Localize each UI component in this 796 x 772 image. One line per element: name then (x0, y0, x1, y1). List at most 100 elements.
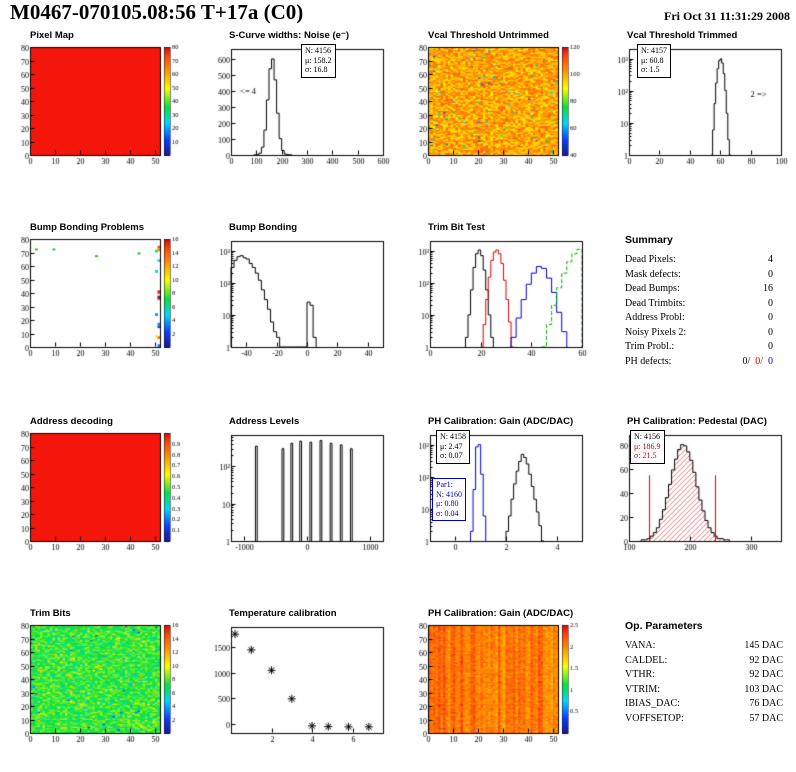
panel-op-parameters: Op. Parameters VANA: 145 DAC CALDEL: 92 DA… (603, 608, 796, 764)
vcal-trimmed-chart (603, 41, 795, 181)
panel-title-trim-bit-test: Trim Bit Test (428, 222, 485, 233)
panel-vcal-trimmed: Vcal Threshold Trimmed N: 4157 μ: 60.8 σ… (603, 30, 796, 186)
row-value: 0 (768, 326, 773, 338)
stat-n: N: 4160 (436, 489, 462, 499)
op-parameter-row: CALDEL: 92 DAC (625, 654, 783, 669)
op-parameters-rows: VANA: 145 DAC CALDEL: 92 DAC VTHR: 92 DAC V… (625, 639, 796, 726)
panel-address-levels: Address Levels (205, 416, 399, 572)
row-value: 145 DAC (744, 640, 783, 651)
panel-scurve-noise: S-Curve widths: Noise (e⁻) N: 4156 μ: 15… (205, 30, 399, 186)
stats-box-scurve: N: 4156 μ: 158.2 σ: 16.8 (301, 44, 336, 78)
summary-title: Summary (625, 234, 673, 246)
panel-title-temperature-calibration: Temperature calibration (229, 608, 337, 619)
row-label: Address Probl: (625, 312, 685, 323)
row-value: 16 (763, 283, 773, 294)
temperature-calibration-chart (205, 619, 397, 759)
stats-box-ph-gain-par1: Par1: N: 4160 μ: 0.80 σ: 0.04 (432, 478, 466, 521)
panel-trim-bit-test: Trim Bit Test (404, 222, 598, 378)
row-label: Dead Bumps: (625, 283, 680, 294)
stat-n: N: 4156 (634, 432, 660, 441)
row-value: 0 (768, 341, 773, 352)
panel-title-scurve-noise: S-Curve widths: Noise (e⁻) (229, 30, 350, 41)
panel-bump-bonding: Bump Bonding (205, 222, 399, 378)
panel-title-ph-gain: PH Calibration: Gain (ADC/DAC) (428, 416, 574, 427)
panel-title-address-levels: Address Levels (229, 416, 300, 427)
op-parameter-row: IBIAS_DAC: 76 DAC (625, 697, 783, 712)
summary-row: Address Probl: 0 (625, 311, 773, 326)
row-value: 4 (768, 254, 773, 265)
summary-row: Trim Probl.: 0 (625, 340, 773, 355)
summary-row: Noisy Pixels 2: 0 (625, 326, 773, 341)
stat-mu: μ: 186.9 (634, 441, 661, 451)
row-value: 57 DAC (749, 712, 783, 724)
address-levels-chart (205, 427, 397, 567)
row-value: 92 DAC (749, 654, 783, 666)
ph-defect-1: 0/ (755, 355, 763, 367)
row-label: VANA: (625, 640, 656, 651)
op-parameter-row: VTHR: 92 DAC (625, 668, 783, 683)
trim-bit-test-chart (404, 233, 596, 373)
ph-defects-values: 0/0/0 (742, 355, 773, 370)
stat-par1: Par1: (436, 480, 453, 489)
panel-title-ph-pedestal: PH Calibration: Pedestal (DAC) (627, 416, 767, 427)
stat-sigma: σ: 21.5 (634, 451, 657, 460)
page-title: M0467-070105.08:56 T+17a (C0) (10, 0, 304, 24)
page-date: Fri Oct 31 11:31:29 2008 (664, 9, 790, 23)
pixel-map-chart (6, 41, 198, 181)
stat-n: N: 4157 (641, 46, 667, 55)
stat-sigma: σ: 1.5 (641, 65, 660, 74)
panel-ph-gain: PH Calibration: Gain (ADC/DAC) N: 4158 μ… (404, 416, 598, 572)
row-label: CALDEL: (625, 654, 668, 666)
stat-n: N: 4158 (440, 432, 466, 441)
stat-n: N: 4156 (305, 46, 331, 55)
stats-box-ph-gain: N: 4158 μ: 2.47 σ: 0.07 (436, 430, 470, 464)
panel-vcal-untrimmed: Vcal Threshold Untrimmed (404, 30, 598, 186)
row-label: Trim Probl.: (625, 341, 675, 352)
panel-title-bump-problems: Bump Bonding Problems (30, 222, 144, 233)
op-parameters-title: Op. Parameters (625, 620, 703, 632)
panel-title-vcal-trimmed: Vcal Threshold Trimmed (627, 30, 738, 41)
vcal-untrimmed-chart (404, 41, 596, 181)
row-value: 92 DAC (749, 669, 783, 680)
row-label: VOFFSETOP: (625, 712, 684, 724)
row-label: Mask defects: (625, 268, 681, 280)
stat-sigma: σ: 0.07 (440, 451, 463, 460)
panel-title-bump-bonding: Bump Bonding (229, 222, 298, 233)
summary-row: Dead Pixels: 4 (625, 253, 773, 268)
row-value: 0 (768, 297, 773, 309)
row-value: 103 DAC (744, 683, 783, 695)
stat-sigma: σ: 0.04 (436, 508, 459, 518)
panel-title-pixel-map: Pixel Map (30, 30, 74, 41)
op-parameter-row: VANA: 145 DAC (625, 639, 783, 654)
ph-defect-2: 0 (768, 355, 773, 367)
stat-mu: μ: 2.47 (440, 441, 463, 451)
panel-summary: Summary Dead Pixels: 4 Mask defects: 0 Dea… (603, 222, 796, 378)
summary-row: Dead Trimbits: 0 (625, 297, 773, 312)
row-label: VTHR: (625, 669, 655, 680)
row-label: IBIAS_DAC: (625, 698, 681, 709)
stat-mu: μ: 60.8 (641, 55, 664, 65)
panel-title-trim-bits: Trim Bits (30, 608, 71, 619)
row-label: Dead Trimbits: (625, 297, 686, 309)
stats-box-vcal-trimmed: N: 4157 μ: 60.8 σ: 1.5 (637, 44, 671, 78)
row-value: 0 (768, 312, 773, 323)
panel-ph-gain-map: PH Calibration: Gain (ADC/DAC) (404, 608, 598, 764)
row-value: 0 (768, 268, 773, 280)
bump-bonding-chart (205, 233, 397, 373)
trim-bits-chart (6, 619, 198, 759)
panel-temperature-calibration: Temperature calibration (205, 608, 399, 764)
panel-trim-bits: Trim Bits (6, 608, 200, 764)
bump-problems-chart (6, 233, 198, 373)
op-parameter-row: VOFFSETOP: 57 DAC (625, 712, 783, 727)
panel-bump-problems: Bump Bonding Problems (6, 222, 200, 378)
stat-sigma: σ: 16.8 (305, 65, 328, 74)
row-label: VTRIM: (625, 683, 660, 695)
summary-row: Mask defects: 0 (625, 268, 773, 283)
summary-rows: Dead Pixels: 4 Mask defects: 0 Dead Bumps:… (625, 253, 796, 369)
panel-title-ph-gain-map: PH Calibration: Gain (ADC/DAC) (428, 608, 574, 619)
summary-row-ph-defects: PH defects: 0/0/0 (625, 355, 773, 370)
row-label: PH defects: (625, 355, 672, 367)
panel-address-decoding: Address decoding (6, 416, 200, 572)
address-decoding-chart (6, 427, 198, 567)
ph-defect-0: 0/ (742, 355, 751, 367)
